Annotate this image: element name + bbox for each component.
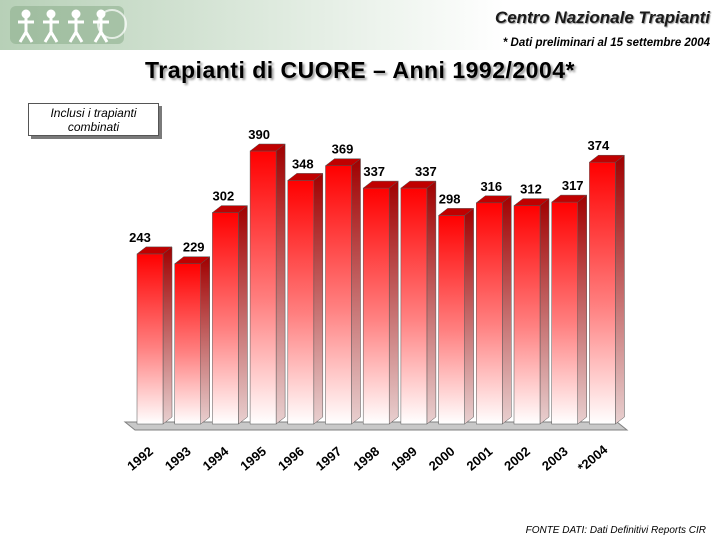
bar-2002 [513,198,550,425]
bar-2001 [475,195,513,425]
bar-1993 [173,256,211,425]
source-note: FONTE DATI: Dati Definitivi Reports CIR [525,525,706,536]
bar-2003 [550,194,588,425]
x-tick-label: *2004 [575,441,611,475]
value-label: 390 [248,127,270,142]
x-tick-label: 1994 [200,443,232,474]
bar-1999 [400,180,437,425]
org-name: Centro Nazionale Trapianti [494,8,710,27]
bar-1995 [249,143,286,425]
bar-1994 [211,205,249,425]
x-tick-label: 1993 [162,444,194,474]
bar-1997 [324,158,362,425]
value-label: 317 [562,178,584,193]
x-tick-label: 1995 [237,444,269,474]
value-label: 243 [129,230,151,245]
bar-2004 [588,154,626,425]
x-tick-label: 1992 [124,444,156,474]
value-label: 369 [332,142,354,157]
bar-1996 [287,172,324,425]
x-tick-labels: 1992 1993 1994 1995 1996 1997 1998 1999 2000 2001… [124,441,611,475]
x-tick-label: 1997 [313,444,345,474]
value-label: 229 [183,240,205,255]
preliminary-note: * Dati preliminari al 15 settembre 2004 [502,37,710,49]
value-label: 348 [292,156,314,171]
x-tick-label: 2002 [501,444,533,474]
value-label: 374 [588,138,610,153]
x-tick-label: 1999 [388,444,420,474]
bar-2000 [437,207,475,425]
x-tick-label: 2003 [539,444,571,474]
x-tick-label: 1996 [275,444,307,474]
value-label: 298 [439,191,461,206]
slide-title: Trapianti di CUORE – Anni 1992/2004* [144,57,575,83]
value-label: 337 [363,164,385,179]
logo-icon [10,6,127,44]
x-tick-label: 2000 [426,444,458,474]
bar-1992 [136,246,173,425]
x-tick-label: 1998 [350,444,382,474]
note-box: Inclusi i trapianti combinati [28,103,159,136]
value-label: 312 [520,182,542,197]
bar-1998 [362,180,399,425]
value-label: 316 [480,179,502,194]
value-label: 302 [213,189,235,204]
x-tick-label: 2001 [464,444,496,474]
value-label: 337 [415,164,437,179]
bars-group [136,143,626,425]
